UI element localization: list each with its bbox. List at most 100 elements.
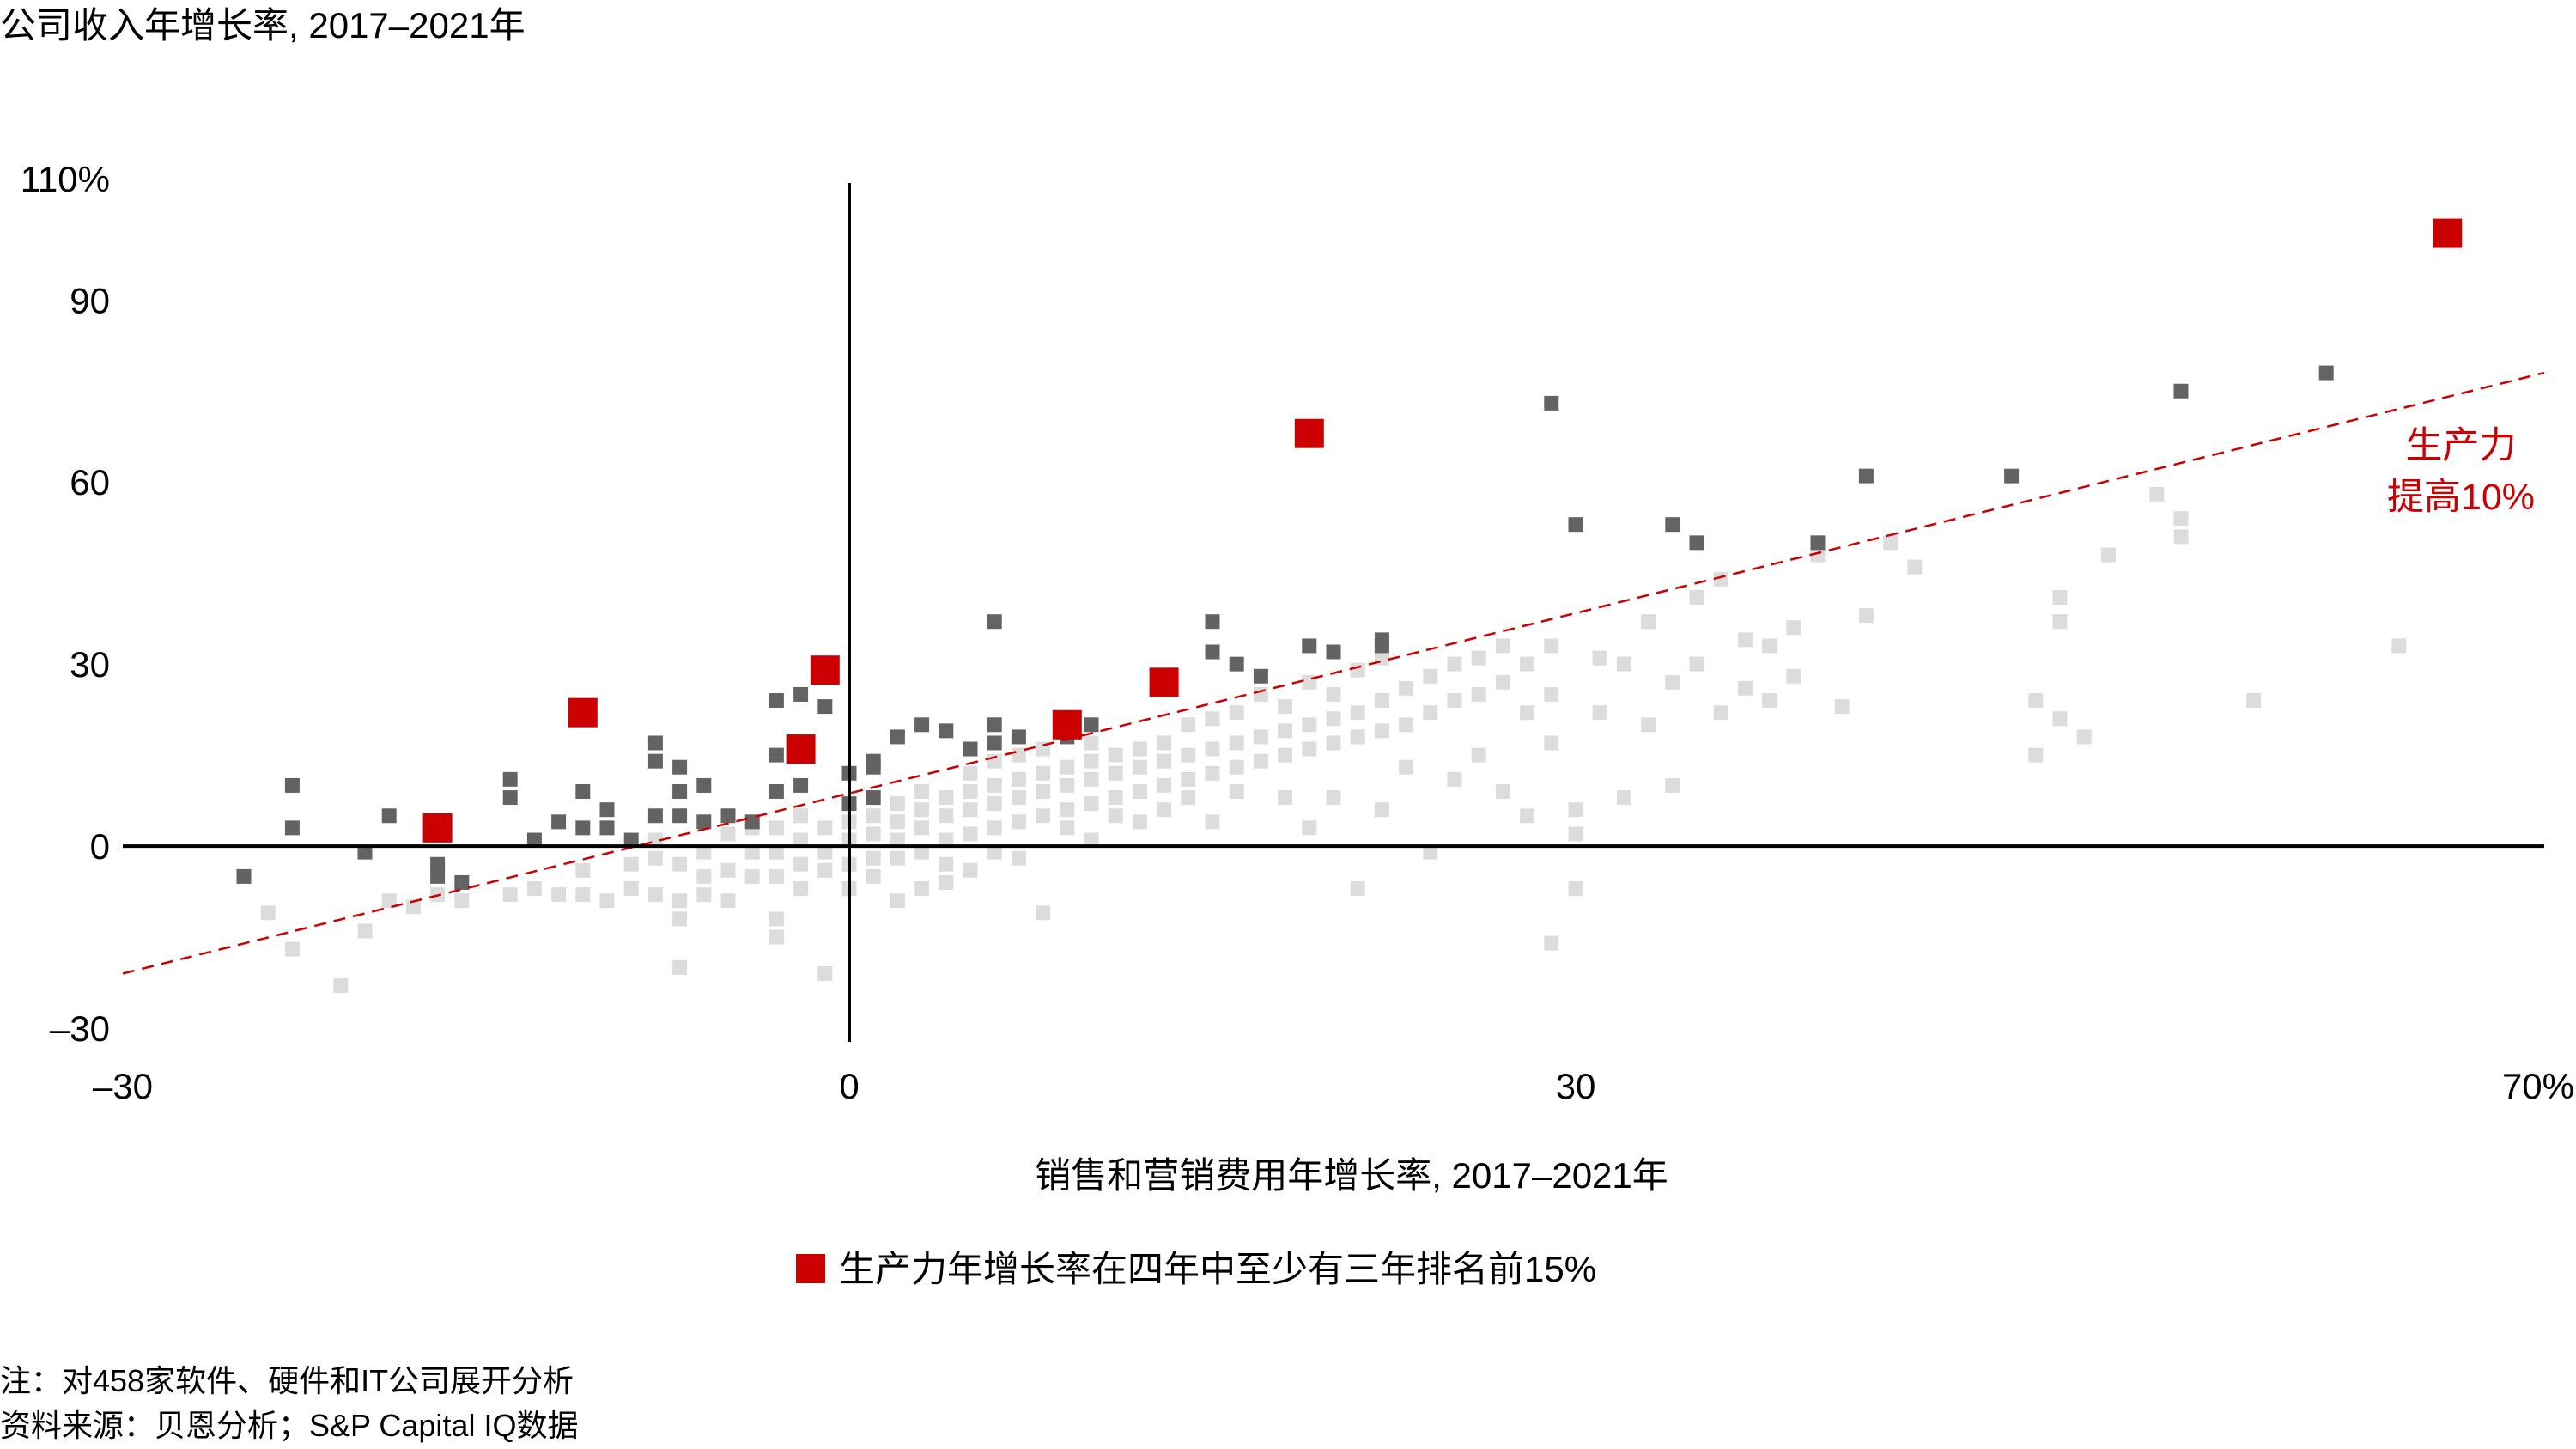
y-tick-label: 110%	[21, 159, 110, 199]
x-axis-tick-labels: –30 0 30 70%	[93, 1066, 2574, 1106]
light-data-point	[1060, 802, 1075, 818]
light-data-point	[1326, 735, 1341, 751]
light-data-point	[1592, 650, 1607, 666]
light-data-point	[647, 887, 663, 903]
light-data-point	[939, 790, 954, 806]
light-data-point	[1447, 693, 1462, 709]
light-data-point	[2173, 511, 2189, 527]
light-data-point	[1713, 705, 1728, 721]
light-data-point	[1036, 905, 1051, 921]
light-data-point	[1544, 935, 1559, 951]
dark-data-point	[502, 790, 518, 806]
light-data-point	[987, 777, 1002, 793]
light-data-point	[1520, 705, 1535, 721]
dark-data-point	[526, 832, 542, 848]
light-data-point	[1278, 723, 1293, 739]
light-data-point	[939, 832, 954, 848]
light-data-point	[1786, 668, 1801, 684]
light-data-point	[987, 820, 1002, 836]
light-data-point	[502, 887, 518, 903]
light-data-point	[2052, 711, 2068, 727]
light-data-point	[1205, 711, 1220, 727]
light-data-point	[2028, 693, 2044, 709]
dark-data-point	[1689, 535, 1704, 551]
light-data-point	[672, 911, 688, 927]
light-data-point	[963, 802, 978, 818]
dark-data-point	[890, 729, 905, 745]
light-data-point	[1423, 705, 1438, 721]
dark-data-point	[1810, 535, 1826, 551]
light-data-point	[1060, 820, 1075, 836]
light-data-point	[1665, 674, 1680, 690]
dark-data-point	[1665, 517, 1680, 533]
light-data-point	[1060, 777, 1075, 793]
light-data-point	[1374, 693, 1389, 709]
light-data-point	[890, 796, 905, 812]
y-tick-label: 30	[70, 644, 110, 685]
dark-data-point	[381, 808, 397, 824]
dark-data-point	[599, 820, 615, 836]
light-data-point	[1011, 771, 1026, 787]
light-data-point	[1132, 783, 1147, 799]
dark-data-point	[696, 777, 712, 793]
dark-data-point	[866, 753, 881, 769]
light-data-point	[1689, 589, 1704, 605]
highlight-data-point	[1149, 667, 1179, 697]
dark-data-point	[720, 808, 736, 824]
light-data-point	[1205, 765, 1220, 781]
highlight-points-series	[422, 218, 2463, 843]
highlight-data-point	[422, 813, 453, 843]
light-data-point	[769, 844, 784, 860]
light-data-point	[1762, 638, 1777, 654]
highlight-data-point	[810, 655, 840, 685]
footnote-line-1: 注：对458家软件、硬件和IT公司展开分析	[0, 1363, 574, 1398]
light-data-point	[1181, 771, 1196, 787]
light-data-point	[1374, 802, 1389, 818]
light-data-point	[672, 893, 688, 909]
dark-data-point	[963, 741, 978, 757]
dark-data-point	[2318, 365, 2334, 381]
x-tick-label: 70%	[2502, 1066, 2574, 1106]
light-data-point	[1084, 832, 1099, 848]
light-data-point	[260, 905, 276, 921]
dark-data-point	[1229, 656, 1244, 672]
light-data-point	[1786, 620, 1801, 636]
light-data-point	[1810, 547, 1826, 563]
dark-data-point	[672, 783, 688, 799]
light-data-point	[1326, 711, 1341, 727]
light-data-point	[647, 832, 663, 848]
light-data-point	[381, 893, 397, 909]
light-data-point	[1011, 790, 1026, 806]
light-data-point	[575, 887, 591, 903]
light-data-point	[1834, 699, 1850, 715]
highlight-data-point	[1052, 709, 1082, 740]
light-data-point	[623, 856, 639, 872]
light-data-point	[1447, 771, 1462, 787]
x-tick-label: 0	[839, 1066, 859, 1106]
dark-data-point	[1205, 614, 1220, 630]
light-data-point	[1108, 808, 1123, 824]
light-data-point	[1423, 844, 1438, 860]
light-data-point	[1350, 662, 1365, 678]
light-data-point	[1616, 790, 1631, 806]
light-data-point	[1471, 650, 1486, 666]
light-data-point	[987, 753, 1002, 769]
light-data-point	[1762, 693, 1777, 709]
light-data-point	[793, 808, 809, 824]
light-data-point	[1132, 759, 1147, 775]
footnote-line-2: 资料来源：贝恩分析；S&P Capital IQ数据	[0, 1408, 578, 1443]
light-data-point	[1907, 559, 1923, 575]
y-tick-label: 0	[90, 826, 110, 867]
dark-data-point	[236, 868, 252, 884]
light-data-point	[1350, 729, 1365, 745]
light-data-point	[284, 941, 300, 957]
dark-data-point	[866, 790, 881, 806]
light-data-point	[1084, 771, 1099, 787]
dark-data-point	[744, 814, 760, 830]
light-data-point	[1060, 759, 1075, 775]
light-data-point	[793, 832, 809, 848]
light-data-point	[1616, 656, 1631, 672]
dark-data-point	[987, 614, 1002, 630]
light-data-point	[817, 862, 833, 878]
